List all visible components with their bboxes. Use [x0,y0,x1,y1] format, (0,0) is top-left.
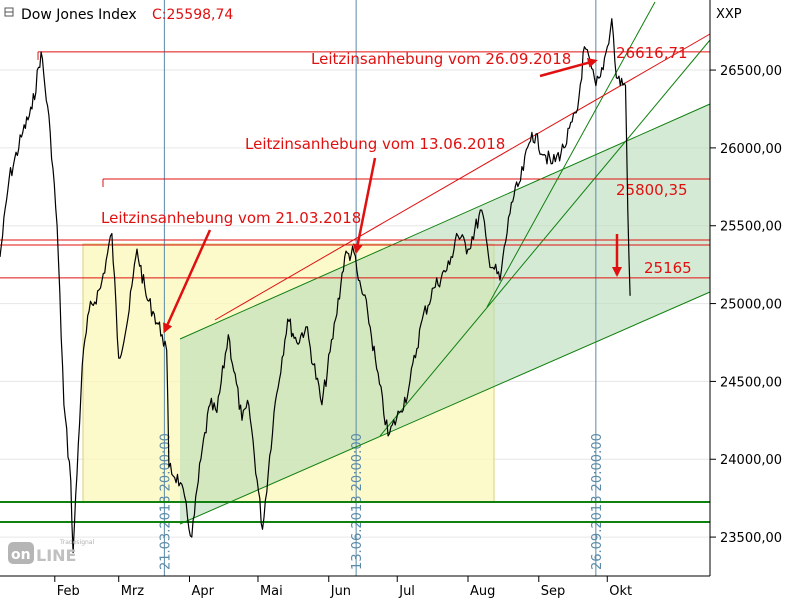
y-tick-label: 26500,00 [720,64,782,79]
y-tick-label: 24500,00 [720,375,782,390]
y-tick-label: 24000,00 [720,453,782,468]
price-series [0,18,631,554]
y-tick-label: 25000,00 [720,298,782,313]
x-tick-label: Feb [57,584,80,599]
logo-badge [8,542,34,564]
annotation-text: Leitzinsanhebung vom 13.06.2018 [245,135,505,153]
x-tick-label: Aug [470,584,495,599]
y-tick-label: 25500,00 [720,220,782,235]
y-tick-label: 23500,00 [720,531,782,546]
y-tick-label: 26000,00 [720,142,782,157]
price-line [0,18,631,554]
steep-trendline-2 [379,39,711,437]
zone-layer [82,104,710,524]
annotation-arrow [539,58,598,78]
price-level-label: 25800,35 [616,181,688,199]
red-trendline [214,33,711,321]
annotation-arrow [352,157,377,255]
green-trend-channel [180,104,710,524]
logo-svg: on LINE Tradesignal [8,539,95,565]
annotation-layer: Leitzinsanhebung vom 21.03.2018 Leitzinsa… [101,50,622,334]
channel-lower-line [179,291,711,525]
price-level-label: 26616,71 [616,44,688,62]
symbol-label: XXP [716,7,742,22]
annotation-text: Leitzinsanhebung vom 21.03.2018 [101,209,361,227]
logo-small: Tradesignal [59,539,95,546]
x-tick-label: Okt [609,584,632,599]
x-tick-label: Jul [398,584,415,599]
tradesignal-logo: on LINE Tradesignal [8,536,108,568]
logo-on: on [11,547,31,563]
x-tick-label: Sep [541,584,566,599]
channel-upper-line [179,103,711,340]
x-tick-label: Apr [191,584,214,599]
close-value: C:25598,74 [152,7,233,23]
x-tick-layer: Feb Mrz Apr Mai Jun Jul Aug Sep Okt [54,576,632,599]
steep-trendline [486,1,656,308]
x-tick-label: Jun [330,584,351,599]
x-tick-label: Mrz [121,584,145,599]
annotation-arrow [163,229,212,334]
price-level-label: 25165 [644,259,692,277]
price-level-layer: 26616,71 25800,35 25165 [0,44,710,279]
y-tick-layer: 23500,00 24000,00 24500,00 25000,00 25500,00… [710,64,782,546]
header: Dow Jones Index C:25598,74 XXP [4,7,742,23]
logo-line: LINE [36,546,76,565]
trendline-layer [0,1,711,525]
x-tick-label: Mai [260,584,283,599]
chart-title: Dow Jones Index [21,7,137,23]
annotation-text: Leitzinsanhebung vom 26.09.2018 [311,50,571,68]
